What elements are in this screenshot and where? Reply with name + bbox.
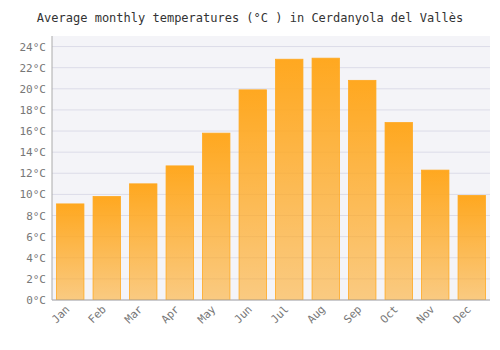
y-tick-label: 8°C <box>26 210 46 223</box>
x-tick-label: Nov <box>414 303 438 327</box>
grid-line <box>52 88 490 89</box>
bar <box>422 170 449 300</box>
y-tick-label: 0°C <box>26 294 46 307</box>
chart-container: 0°C 2°C 4°C 6°C 8°C 10°C 12°C 14°C 16°C 18°C 20°C 2… <box>0 0 500 350</box>
plot-background <box>52 36 490 300</box>
bar <box>166 166 193 300</box>
y-axis-line <box>52 36 53 300</box>
bar <box>276 59 303 300</box>
y-tick-label: 16°C <box>20 125 47 138</box>
y-tick-label: 2°C <box>26 273 46 286</box>
grid-line <box>52 300 490 301</box>
y-tick-label: 4°C <box>26 252 46 265</box>
x-tick-label: Apr <box>159 303 183 327</box>
x-tick-label: Dec <box>451 303 474 326</box>
x-axis-line <box>52 300 490 301</box>
bar <box>93 197 120 300</box>
y-tick-label: 24°C <box>20 41 47 54</box>
bar <box>349 80 376 300</box>
x-tick-label: Aug <box>305 303 328 326</box>
bar <box>458 195 485 300</box>
bar <box>203 133 230 300</box>
x-tick-label: Jun <box>232 303 255 326</box>
y-tick-label: 12°C <box>20 167 47 180</box>
grid-line <box>52 131 490 132</box>
bars <box>57 58 486 300</box>
y-tick-label: 14°C <box>20 146 47 159</box>
grid-line <box>52 67 490 68</box>
y-tick-label: 22°C <box>20 62 47 75</box>
y-tick-label: 18°C <box>20 104 47 117</box>
bar <box>385 123 412 300</box>
x-tick-label: Oct <box>378 303 401 326</box>
grid-line <box>52 109 490 110</box>
bar <box>312 58 339 300</box>
y-tick-label: 20°C <box>20 83 47 96</box>
grid-line <box>52 46 490 47</box>
x-tick-label: Sep <box>341 303 364 326</box>
y-tick-label: 10°C <box>20 188 47 201</box>
bar <box>57 204 84 300</box>
y-tick-label: 6°C <box>26 231 46 244</box>
grid <box>52 47 490 300</box>
chart-title: Average monthly temperatures (°C ) in Ce… <box>37 11 463 25</box>
chart-svg: 0°C 2°C 4°C 6°C 8°C 10°C 12°C 14°C 16°C 18°C 20°C 2… <box>0 0 500 350</box>
grid-line <box>52 152 490 153</box>
x-tick-label: Jul <box>268 303 291 326</box>
x-tick-label: Feb <box>86 303 109 326</box>
x-tick-label: May <box>195 303 219 327</box>
x-tick-label: Mar <box>122 303 146 327</box>
x-tick-label: Jan <box>49 303 72 326</box>
bar <box>130 184 157 300</box>
bar <box>239 90 266 300</box>
